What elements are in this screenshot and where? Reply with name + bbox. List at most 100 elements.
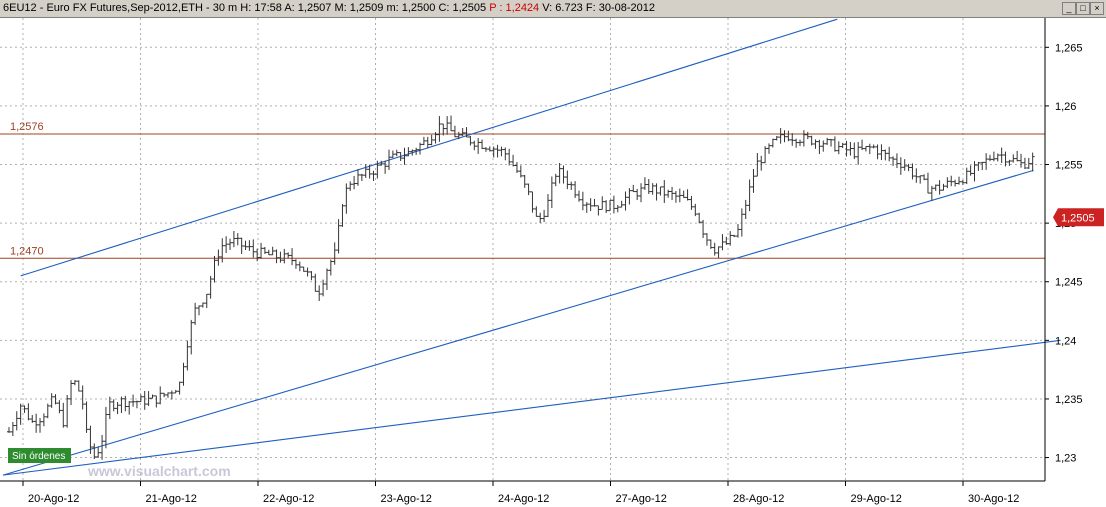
ohlc-bar [619, 200, 624, 208]
ohlc-bar [817, 139, 822, 155]
ohlc-bar [154, 395, 159, 408]
ohlc-bar [142, 390, 147, 410]
ohlc-bar [945, 177, 950, 189]
ohlc-bar [623, 191, 628, 211]
ohlc-bar [14, 411, 19, 431]
ohlc-bar [852, 142, 857, 160]
ohlc-bar [196, 305, 201, 316]
ohlc-bar [379, 160, 384, 166]
ohlc-bar [208, 275, 213, 299]
ohlc-bar [259, 242, 264, 259]
ohlc-bar [860, 139, 865, 151]
ohlc-bar [239, 237, 244, 255]
ohlc-bar [755, 152, 760, 177]
ohlc-bar [321, 279, 326, 297]
ohlc-bar [604, 200, 609, 214]
level-label: 1,2470 [10, 245, 44, 257]
ohlc-bar [732, 234, 737, 238]
ohlc-bar [615, 205, 620, 213]
trendline [2, 339, 1061, 476]
ohlc-bar [10, 421, 15, 437]
ohlc-bar [1019, 153, 1024, 168]
maximize-button[interactable]: □ [1076, 2, 1090, 15]
ohlc-bar [18, 403, 23, 425]
x-tick-label: 29-Ago-12 [851, 493, 902, 505]
ohlc-bar [894, 153, 899, 169]
ohlc-bar [429, 134, 434, 146]
ohlc-bar [712, 242, 717, 256]
ohlc-bar [1003, 151, 1008, 167]
ohlc-bar [953, 179, 958, 187]
ohlc-bar [840, 142, 845, 149]
ohlc-bar [654, 183, 659, 201]
ohlc-bar [38, 418, 43, 433]
status-badge-bg [8, 448, 71, 463]
ohlc-bar [565, 170, 570, 190]
title-bar[interactable]: 6EU12 - Euro FX Futures,Sep-2012,ETH - 3… [0, 0, 1106, 18]
ohlc-bar [418, 142, 423, 155]
x-tick-label: 20-Ago-12 [28, 493, 79, 505]
ohlc-bar [185, 340, 190, 371]
ohlc-bar [728, 231, 733, 246]
ohlc-bar [255, 248, 260, 262]
ohlc-bar [708, 239, 713, 249]
ohlc-bar [80, 385, 85, 410]
ohlc-bar [433, 132, 438, 144]
ohlc-bar [875, 144, 880, 160]
symbol: 6EU12 [3, 2, 37, 14]
ohlc-bar [941, 183, 946, 191]
ohlc-bar [383, 160, 388, 174]
ohlc-bar [534, 206, 539, 217]
ohlc-bar [991, 151, 996, 162]
ohlc-bar [809, 135, 814, 146]
ohlc-bar [1022, 157, 1027, 170]
status-badge-group: Sin órdenes [8, 448, 71, 463]
ohlc-bar [495, 144, 500, 158]
ohlc-bar [480, 139, 485, 150]
ohlc-bar [724, 236, 729, 245]
ohlc-bar [262, 246, 267, 255]
ohlc-bar [759, 155, 764, 171]
ohlc-bar [693, 203, 698, 217]
ohlc-bar [553, 173, 558, 187]
ohlc-bar [123, 395, 128, 412]
ohlc-bar [976, 161, 981, 171]
ohlc-bar [375, 160, 380, 179]
ohlc-bar [119, 396, 124, 414]
ohlc-bar [925, 172, 930, 194]
ohlc-bar [472, 140, 477, 151]
ohlc-bar [980, 161, 985, 171]
ohlc-bar [549, 176, 554, 208]
horizontal-levels: 1,2576 1,2470 [0, 121, 1045, 259]
ohlc-bar [177, 381, 182, 395]
ohlc-bar [790, 133, 795, 146]
ohlc-bar [158, 386, 163, 405]
ohlc-bar [162, 392, 167, 398]
ohlc-bar [689, 195, 694, 210]
ohlc-bar [825, 137, 830, 145]
trendline [20, 18, 838, 277]
ohlc-bar [88, 425, 93, 454]
ohlc-bar [76, 380, 81, 392]
ohlc-bar [293, 259, 298, 269]
last-price-marker [1053, 208, 1104, 227]
close-button[interactable]: × [1090, 2, 1104, 15]
ohlc-bar [627, 188, 632, 205]
x-tick-label: 24-Ago-12 [498, 493, 549, 505]
ohlc-bar [92, 443, 97, 460]
ohlc-bar [774, 135, 779, 141]
minimize-button[interactable]: _ [1062, 2, 1076, 15]
ohlc-bar [111, 399, 116, 412]
ohlc-bar [844, 140, 849, 157]
date-value: F: 30-08-2012 [585, 2, 655, 14]
ohlc-bar [266, 249, 271, 256]
ohlc-bar [650, 183, 655, 195]
ohlc-bar [324, 268, 329, 291]
ohlc-bar [798, 139, 803, 147]
ohlc-bar [933, 184, 938, 191]
ohlc-bar [340, 204, 345, 227]
ohlc-bar [425, 136, 430, 149]
ohlc-bar [576, 190, 581, 202]
